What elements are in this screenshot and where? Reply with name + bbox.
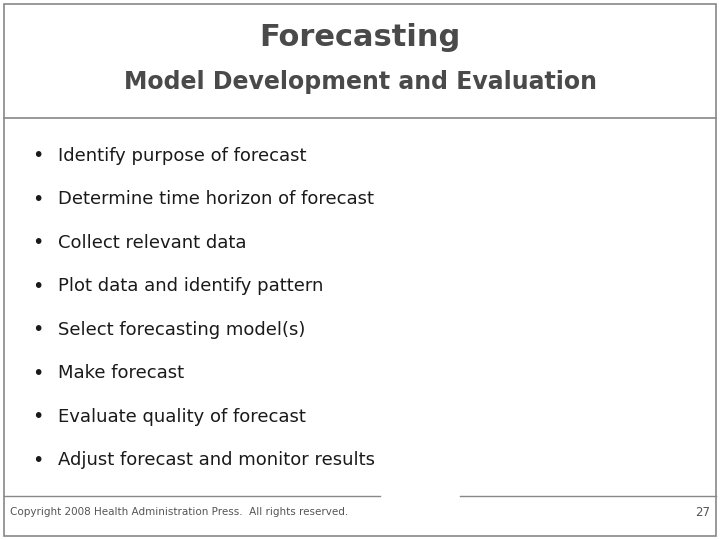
Text: •: •	[32, 276, 44, 296]
Text: Plot data and identify pattern: Plot data and identify pattern	[58, 277, 323, 295]
Text: •: •	[32, 146, 44, 165]
Text: •: •	[32, 320, 44, 339]
Text: •: •	[32, 190, 44, 209]
Text: Determine time horizon of forecast: Determine time horizon of forecast	[58, 190, 374, 208]
Text: Collect relevant data: Collect relevant data	[58, 234, 246, 252]
Text: Make forecast: Make forecast	[58, 364, 184, 382]
Text: Forecasting: Forecasting	[259, 24, 461, 52]
Text: •: •	[32, 407, 44, 426]
Text: 27: 27	[695, 505, 710, 518]
Text: Adjust forecast and monitor results: Adjust forecast and monitor results	[58, 451, 375, 469]
Text: Select forecasting model(s): Select forecasting model(s)	[58, 321, 305, 339]
Text: Evaluate quality of forecast: Evaluate quality of forecast	[58, 408, 306, 426]
Text: Model Development and Evaluation: Model Development and Evaluation	[124, 70, 596, 94]
Text: Copyright 2008 Health Administration Press.  All rights reserved.: Copyright 2008 Health Administration Pre…	[10, 507, 348, 517]
Text: •: •	[32, 451, 44, 470]
Text: Identify purpose of forecast: Identify purpose of forecast	[58, 147, 307, 165]
Text: •: •	[32, 233, 44, 252]
Text: •: •	[32, 364, 44, 383]
